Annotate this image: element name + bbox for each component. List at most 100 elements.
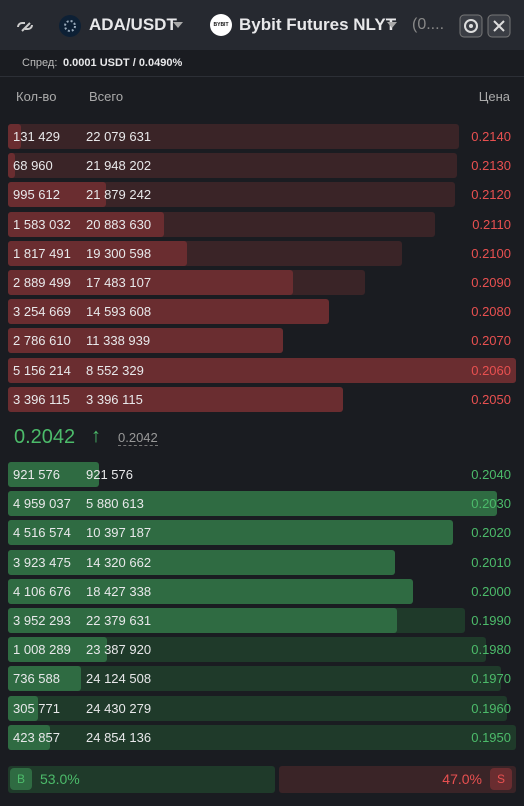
price: 0.2030: [471, 496, 511, 512]
price: 0.2080: [471, 304, 511, 320]
total: 19 300 598: [86, 245, 152, 261]
spread-label: Спред:: [22, 57, 58, 69]
qty: 4 106 676: [13, 583, 71, 599]
qty: 736 588: [13, 671, 60, 687]
sell-ratio-bar: [279, 766, 516, 793]
price: 0.2000: [471, 583, 511, 599]
buy-button[interactable]: B: [10, 768, 32, 790]
qty-bar: [8, 578, 413, 604]
qty: 921 576: [13, 467, 60, 482]
price: 0.2050: [471, 391, 511, 407]
spread-value: 0.0001 USDT / 0.0490%: [63, 57, 183, 69]
total: 23 387 920: [86, 642, 152, 658]
price: 0.1990: [471, 613, 511, 628]
col-price: Цена: [478, 89, 510, 104]
settings-button[interactable]: [459, 14, 483, 38]
total: 22 079 631: [86, 129, 152, 144]
price: 0.1970: [471, 671, 511, 687]
qty: 3 254 669: [13, 304, 71, 320]
total: 20 883 630: [86, 216, 152, 232]
total: 14 593 608: [86, 304, 152, 320]
qty-bar: [8, 299, 329, 325]
qty: 2 786 610: [13, 333, 71, 349]
price-arrow: ↑: [91, 425, 101, 447]
price: 0.2040: [471, 467, 511, 482]
price: 0.2130: [471, 158, 511, 174]
qty: 1 008 289: [13, 642, 71, 658]
exchange[interactable]: Bybit Futures NLYT: [239, 15, 397, 34]
qty: 3 923 475: [13, 554, 71, 570]
qty: 2 889 499: [13, 275, 71, 290]
qty-bar: [8, 608, 398, 633]
price: 0.2060: [471, 362, 511, 378]
qty-bar: [8, 124, 21, 149]
total: 17 483 107: [86, 275, 152, 290]
col-total: Всего: [89, 89, 124, 104]
price: 0.2100: [471, 245, 511, 261]
total: 24 124 508: [86, 671, 152, 687]
total-bar: [8, 724, 516, 750]
qty: 4 959 037: [13, 496, 71, 512]
buy-ratio-bar: [8, 766, 276, 793]
coin-icon: [59, 15, 81, 37]
total: 18 427 338: [86, 583, 152, 599]
qty: 305 771: [13, 700, 60, 716]
qty: 1 817 491: [13, 245, 71, 261]
mark-price: 0.2042: [118, 430, 158, 446]
qty: 5 156 214: [13, 362, 71, 378]
qty-bar: [8, 357, 516, 383]
qty-bar: [8, 211, 164, 237]
price: 0.2020: [471, 525, 511, 541]
price: 0.1960: [471, 700, 511, 716]
qty-bar: [8, 637, 108, 663]
qty-bar: [8, 182, 107, 208]
dropdown-icon[interactable]: [173, 22, 183, 28]
extra: (0....: [412, 16, 445, 33]
qty: 131 429: [13, 129, 60, 144]
price: 0.1980: [471, 642, 511, 658]
qty-bar: [8, 270, 293, 295]
qty: 3 396 115: [13, 391, 70, 407]
last-price: 0.2042: [14, 426, 76, 448]
exchange-logo: BYBIT: [210, 14, 232, 36]
total-bar: [8, 695, 508, 721]
price: 0.2090: [471, 275, 511, 290]
total: 11 338 939: [86, 333, 151, 349]
qty-bar: [8, 724, 50, 750]
total: 14 320 662: [86, 554, 152, 570]
total: 22 379 631: [86, 613, 152, 628]
header: [0, 0, 524, 50]
price: 0.2110: [472, 216, 511, 232]
qty: 1 583 032: [13, 216, 71, 232]
dropdown-icon[interactable]: [387, 22, 397, 28]
price: 0.2070: [471, 333, 511, 349]
total: 921 576: [86, 467, 133, 482]
qty-bar: [8, 328, 283, 354]
total: 24 430 279: [86, 700, 152, 716]
close-button[interactable]: [487, 14, 511, 38]
sell-ratio: 47.0%: [442, 771, 482, 787]
pair[interactable]: ADA/USDT: [89, 15, 177, 34]
total: 24 854 136: [86, 729, 152, 745]
total: 10 397 187: [86, 525, 152, 541]
sell-button[interactable]: S: [490, 768, 512, 790]
total-bar: [8, 153, 457, 179]
total: 21 948 202: [86, 158, 152, 174]
link-icon[interactable]: [14, 15, 36, 37]
buy-ratio: 53.0%: [40, 771, 80, 787]
total-bar: [8, 124, 460, 149]
price: 0.2140: [471, 129, 511, 144]
price: 0.2120: [471, 187, 511, 203]
qty: 68 960: [13, 158, 53, 174]
total-bar: [8, 666, 502, 692]
qty-bar: [8, 695, 39, 721]
qty: 4 516 574: [13, 525, 71, 541]
price: 0.1950: [471, 729, 511, 745]
total: 3 396 115: [86, 391, 143, 407]
total: 21 879 242: [86, 187, 152, 203]
price: 0.2010: [471, 554, 511, 570]
total: 8 552 329: [86, 362, 144, 378]
divider: [0, 76, 524, 77]
col-qty: Кол-во: [16, 89, 57, 104]
